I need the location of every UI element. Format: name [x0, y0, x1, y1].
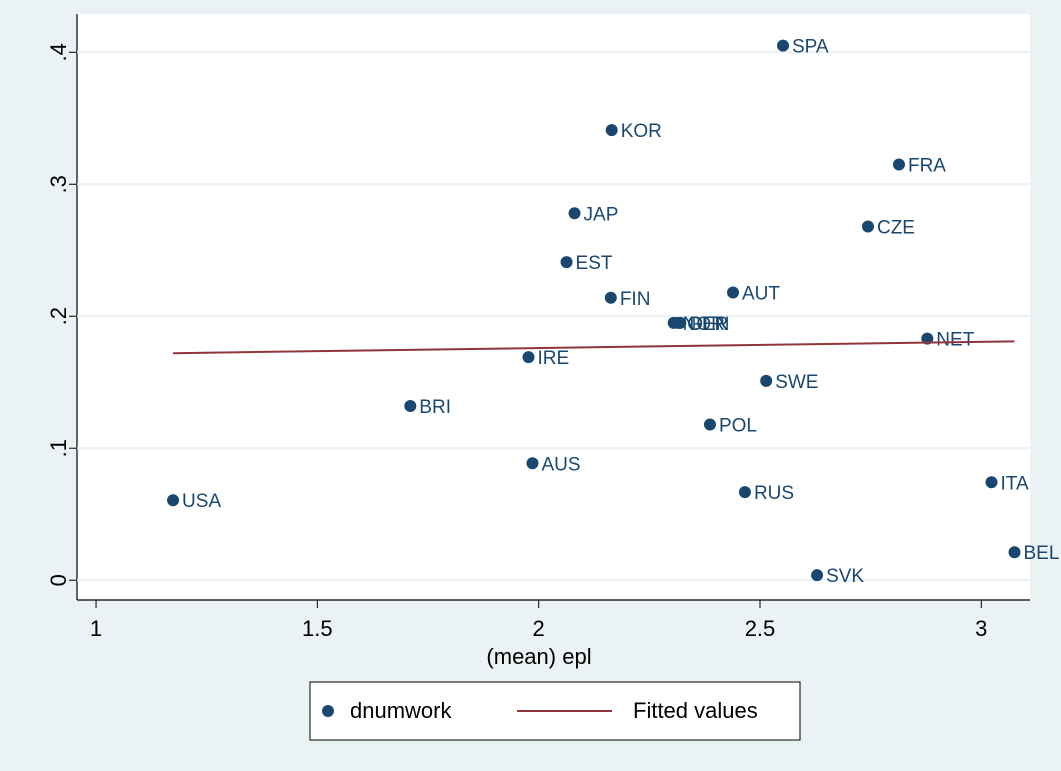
point-label: NOR	[683, 314, 725, 335]
point-label: IRE	[537, 348, 569, 369]
point-label: GER	[687, 314, 728, 335]
fit-line	[173, 340, 1015, 355]
point	[738, 486, 751, 499]
point-label: FRA	[908, 155, 946, 176]
point-label: SPA	[792, 37, 829, 58]
x-tick-label: 3	[975, 616, 987, 641]
point	[726, 286, 739, 299]
point	[892, 158, 905, 171]
plot-area	[77, 14, 1030, 600]
point-label: USA	[182, 491, 221, 512]
point	[404, 399, 417, 412]
y-tick-label: .4	[46, 43, 71, 61]
point-label: SWE	[775, 372, 818, 393]
point-label: JAP	[584, 204, 619, 225]
point-label: BRI	[419, 397, 451, 418]
point	[674, 316, 687, 329]
point-label: DEN	[689, 314, 729, 335]
point	[777, 39, 790, 52]
point-label: EST	[576, 253, 613, 274]
point-label: NET	[936, 330, 974, 351]
point-label: CZE	[877, 218, 915, 239]
point-label: POL	[719, 415, 757, 436]
point	[560, 256, 573, 269]
point	[167, 494, 180, 507]
point	[811, 569, 824, 582]
point	[861, 220, 874, 233]
point	[605, 124, 618, 137]
y-tick-label: .1	[46, 439, 71, 457]
point	[703, 418, 716, 431]
x-tick-label: 1	[90, 616, 102, 641]
point-label: FIN	[620, 289, 651, 310]
point-label: ITA	[1000, 473, 1028, 494]
point	[604, 291, 617, 304]
point-label: AUS	[541, 454, 580, 475]
y-tick-label: .3	[46, 175, 71, 193]
point	[568, 207, 581, 220]
legend-label: Fitted values	[633, 698, 758, 723]
point-label: KOR	[621, 121, 662, 142]
point-label: AUT	[742, 283, 780, 304]
point	[526, 457, 539, 470]
x-tick-label: 2	[533, 616, 545, 641]
point	[760, 374, 773, 387]
y-tick-label: .2	[46, 307, 71, 325]
point	[522, 351, 535, 364]
x-tick-label: 1.5	[302, 616, 333, 641]
point-label: SVK	[826, 566, 864, 587]
point	[1008, 546, 1021, 559]
x-tick-label: 2.5	[745, 616, 776, 641]
legend-marker	[322, 705, 334, 717]
point-label: BEL	[1024, 543, 1060, 564]
legend-label: dnumwork	[350, 698, 452, 723]
x-axis-label: (mean) epl	[486, 644, 591, 669]
y-tick-label: 0	[46, 574, 71, 586]
point-label: RUS	[754, 483, 794, 504]
point	[985, 476, 998, 489]
